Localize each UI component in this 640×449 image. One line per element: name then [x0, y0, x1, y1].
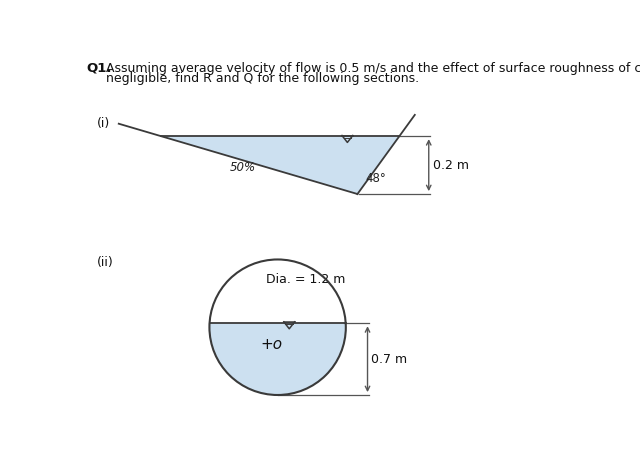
Text: 0.2 m: 0.2 m: [433, 158, 468, 172]
Polygon shape: [161, 136, 399, 194]
Text: Assuming average velocity of flow is 0.5 m/s and the effect of surface roughness: Assuming average velocity of flow is 0.5…: [106, 62, 640, 75]
Text: Q1.: Q1.: [86, 62, 112, 75]
Text: Dia. = 1.2 m: Dia. = 1.2 m: [266, 273, 346, 286]
Polygon shape: [209, 323, 346, 395]
Text: 0.7 m: 0.7 m: [371, 352, 408, 365]
Text: +o: +o: [260, 337, 283, 352]
Text: 48°: 48°: [365, 172, 386, 185]
Text: (i): (i): [97, 117, 110, 130]
Text: (ii): (ii): [97, 255, 114, 269]
Text: negligible, find R and Q for the following sections.: negligible, find R and Q for the followi…: [106, 72, 419, 85]
Text: 50%: 50%: [230, 161, 256, 174]
